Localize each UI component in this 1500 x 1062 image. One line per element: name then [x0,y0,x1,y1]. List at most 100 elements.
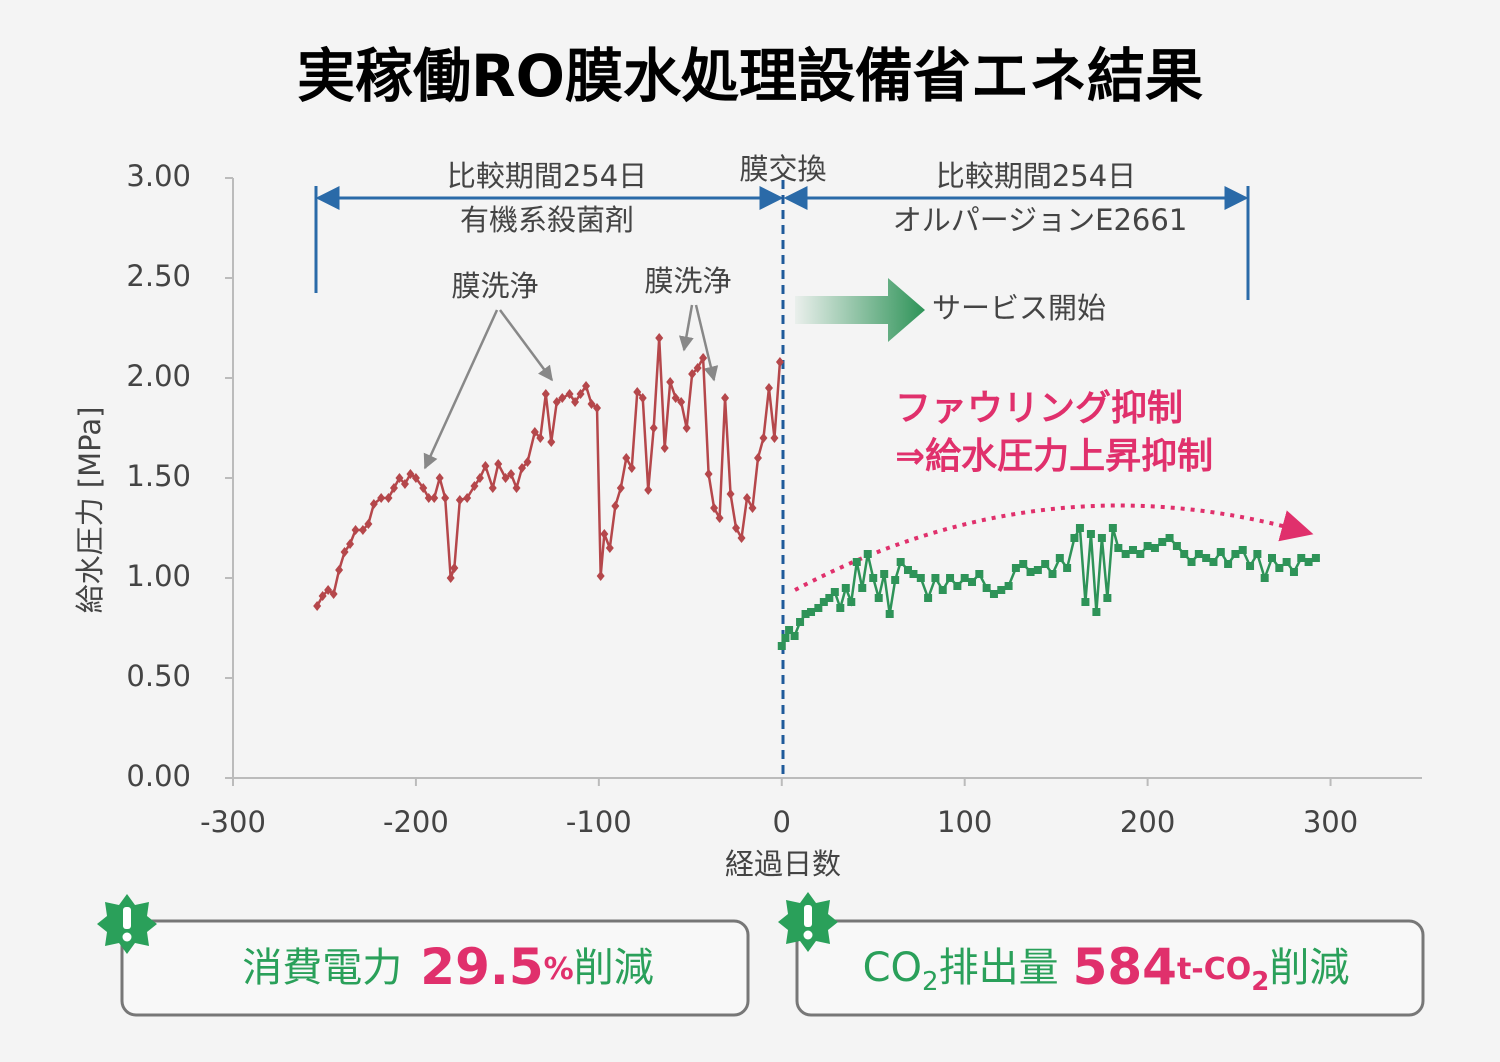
period-brackets [314,180,1250,778]
point [903,566,912,574]
chart-title: 実稼働RO膜水処理設備省エネ結果 [297,42,1203,110]
point [1246,562,1255,570]
point [1224,560,1233,568]
point [400,479,409,489]
point [441,493,450,503]
point [507,469,516,479]
point [1209,558,1218,566]
x-tick-label: 0 [773,805,791,839]
y-tick-label: 0.00 [126,759,191,793]
point [406,469,415,479]
y-axis-label: 給水圧力 [MPa] [73,407,107,614]
point [488,483,497,493]
point [1026,568,1035,576]
point [1194,550,1203,558]
callout-text: 消費電力 29.5%削減 [242,938,653,996]
point [1260,574,1269,582]
point [819,598,828,606]
point [825,594,834,602]
annotation: 比較期間254日 [936,159,1136,193]
point [775,357,784,367]
point [523,457,532,467]
point [764,383,773,393]
point [395,473,404,483]
point [891,576,900,584]
point [982,584,991,592]
point [699,353,708,363]
plot: 0.00 0.50 1.00 1.50 2.00 2.50 3.00 -300 -200 -100… [126,159,1422,839]
point [858,584,867,592]
point [807,608,816,616]
point [318,591,327,601]
annotation: 膜交換 [739,152,826,186]
y-tick-label: 0.50 [126,659,191,693]
point [796,618,805,626]
point [790,632,799,640]
point [655,333,664,343]
y-tick-label: 1.00 [126,559,191,593]
point [785,626,794,634]
point [1097,534,1106,542]
point [781,634,790,642]
point [346,539,355,549]
point [938,586,947,594]
point [997,586,1006,594]
point [627,463,636,473]
point [1063,564,1072,572]
point [968,578,977,586]
point [693,363,702,373]
point [688,369,697,379]
point [1070,534,1079,542]
point [313,601,322,611]
point [389,483,398,493]
x-tick-label: -200 [383,805,449,839]
point [953,582,962,590]
point [660,443,669,453]
point [1011,564,1020,572]
point [1086,530,1095,538]
point [1128,546,1137,554]
point [1121,550,1130,558]
point [909,570,918,578]
point [587,399,596,409]
callout-unit: % [544,952,574,987]
point [924,594,933,602]
point [582,381,591,391]
point [512,483,521,493]
point [743,493,752,503]
x-axis-label: 経過日数 [725,847,841,881]
point [411,473,420,483]
point [1033,566,1042,574]
point [715,513,724,523]
callout-label: CO [863,945,922,991]
point [571,397,580,407]
x-tick-label: 100 [937,805,992,839]
point [475,473,484,483]
y-tick-label: 2.00 [126,359,191,393]
service-arrow [795,278,925,342]
point [1297,554,1306,562]
point [737,533,746,543]
callout-unit: t-CO [1177,952,1251,987]
point [946,574,955,582]
point [671,393,680,403]
point [611,501,620,511]
point [1238,546,1247,554]
point [1114,544,1123,552]
point [1165,534,1174,542]
point [335,565,344,575]
point [1108,524,1117,532]
badge [97,894,157,954]
point [616,483,625,493]
point [1136,550,1145,558]
point [677,397,686,407]
point [852,558,861,566]
point [1004,582,1013,590]
point [351,525,360,535]
y-tick-label: 3.00 [126,159,191,193]
point [424,493,433,503]
point [989,590,998,598]
x-tick-label: 300 [1303,805,1358,839]
point [960,574,969,582]
